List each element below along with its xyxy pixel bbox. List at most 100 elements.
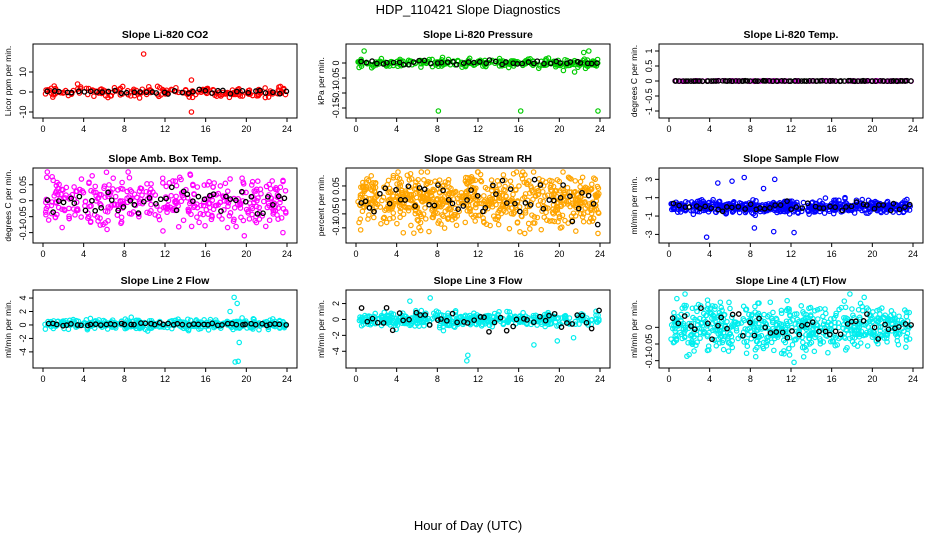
data-point [250, 326, 256, 332]
reference-point [890, 78, 897, 84]
data-point [397, 214, 403, 221]
outlier-point [385, 177, 392, 184]
reference-point [50, 209, 56, 215]
reference-point [223, 193, 229, 200]
data-point [846, 335, 853, 342]
y-tick-label: -0.5 [644, 88, 654, 104]
data-point [803, 331, 809, 338]
reference-point [179, 321, 186, 328]
x-tick-label: 16 [514, 124, 524, 134]
data-point [841, 298, 848, 304]
data-point [215, 202, 221, 208]
reference-point [594, 221, 601, 228]
data-point [430, 212, 437, 218]
data-point [735, 320, 742, 327]
data-point [542, 205, 549, 212]
reference-point [143, 89, 150, 96]
data-point [889, 316, 896, 323]
data-point [400, 211, 407, 218]
x-tick-label: 12 [160, 249, 170, 259]
data-point [718, 304, 725, 311]
reference-point [263, 322, 270, 329]
data-point [725, 348, 732, 354]
reference-point [89, 197, 95, 204]
data-point [253, 219, 260, 226]
reference-point [799, 205, 806, 211]
data-point [455, 199, 462, 206]
data-point [188, 223, 195, 230]
data-point [778, 310, 785, 317]
data-point [453, 222, 460, 229]
data-point [372, 180, 379, 187]
data-point [778, 350, 785, 357]
outlier-point [741, 174, 748, 181]
data-point [118, 185, 124, 192]
data-point [50, 94, 56, 100]
reference-point [82, 207, 89, 214]
reference-point [762, 78, 769, 84]
reference-point [233, 321, 240, 328]
reference-point [131, 201, 138, 208]
outlier-point [140, 51, 147, 57]
reference-point [729, 204, 735, 211]
reference-point [435, 182, 441, 188]
reference-point [71, 200, 78, 207]
data-point [804, 324, 810, 331]
data-point [719, 339, 726, 346]
data-point [422, 205, 428, 211]
reference-point [118, 90, 125, 97]
y-tick-label: -0.05 [331, 204, 341, 225]
reference-point [486, 328, 492, 335]
data-point [55, 204, 62, 211]
reference-point [157, 196, 164, 203]
reference-point [793, 204, 800, 210]
reference-point [363, 59, 370, 66]
data-point [782, 326, 789, 333]
data-point [424, 318, 430, 325]
data-point [557, 188, 563, 194]
data-point [551, 218, 558, 225]
reference-point [816, 328, 822, 335]
data-point [884, 198, 891, 205]
data-point [185, 327, 192, 334]
data-point [441, 225, 448, 231]
data-point [833, 310, 839, 317]
data-point [580, 218, 587, 225]
reference-point [541, 60, 547, 67]
data-point [187, 317, 194, 324]
data-point [903, 309, 910, 315]
reference-point [242, 198, 249, 205]
reference-point [832, 328, 839, 335]
data-point [817, 340, 824, 347]
reference-point [864, 311, 870, 317]
data-point [864, 343, 871, 349]
data-point [205, 327, 212, 333]
reference-point [380, 320, 387, 326]
reference-point [525, 59, 532, 65]
reference-point [877, 77, 884, 84]
data-point [883, 335, 890, 341]
reference-point [413, 309, 420, 316]
data-point [417, 219, 424, 226]
reference-point [698, 305, 704, 311]
data-point [773, 315, 780, 322]
data-point [507, 178, 514, 184]
data-point [520, 169, 526, 175]
reference-point [218, 208, 224, 215]
data-point [786, 352, 793, 358]
y-axis-label: kPa per min. [316, 57, 326, 105]
data-point [399, 187, 405, 194]
data-point [383, 219, 390, 226]
data-point [110, 175, 117, 181]
reference-point [190, 88, 196, 95]
data-point [127, 187, 134, 193]
data-point [775, 207, 781, 214]
data-point [842, 304, 849, 311]
data-point [119, 179, 125, 186]
data-point [126, 174, 133, 181]
data-point [373, 194, 379, 201]
reference-point [477, 314, 484, 320]
reference-point [428, 60, 434, 67]
data-point [245, 87, 252, 94]
outlier-point [560, 67, 567, 74]
